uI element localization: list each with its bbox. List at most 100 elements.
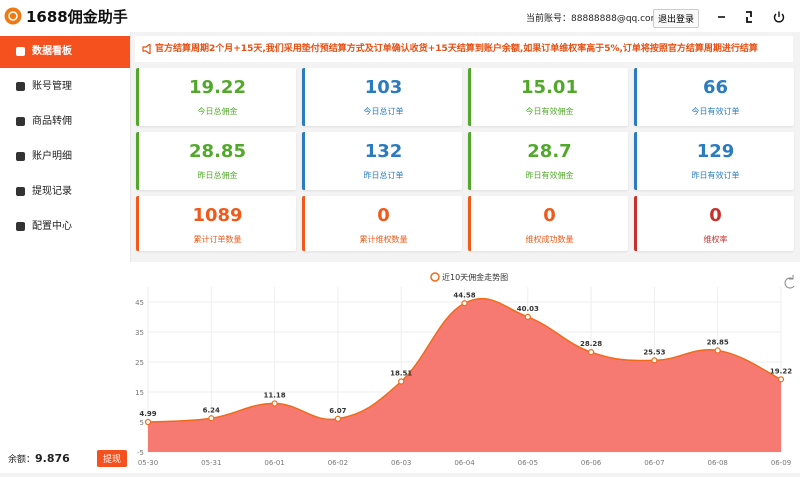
data-label: 28.85 — [707, 338, 729, 346]
point — [524, 313, 531, 321]
data-label: 40.03 — [517, 305, 539, 313]
stat-card: 0 维权率 — [634, 196, 794, 251]
menu-label: 商品转佣 — [32, 116, 72, 127]
y-tick-label: 35 — [135, 329, 144, 337]
stat-label: 昨日有效佣金 — [525, 171, 574, 180]
menu-item[interactable]: 账号管理 — [0, 71, 130, 103]
data-label: 6.07 — [329, 407, 346, 415]
withdraw-button[interactable]: 提现 — [97, 450, 128, 467]
stat-value: 132 — [364, 141, 403, 162]
stat-card: 28.7 昨日有效佣金 — [468, 132, 628, 190]
menu-icon — [16, 187, 25, 196]
point — [714, 347, 721, 354]
menu-item[interactable]: 数据看板 — [0, 36, 130, 68]
menu-icon — [16, 117, 25, 126]
stat-card: 28.85 昨日总佣金 — [136, 132, 296, 190]
x-tick-label: 06-06 — [581, 459, 602, 467]
x-tick-label: 06-04 — [454, 459, 475, 467]
menu-icon — [16, 222, 25, 231]
chart: -5 5 15 25 35 45 05-30 05-31 06-01 06-02 06-03 06-0… — [135, 272, 795, 467]
stat-card: 19.22 今日总佣金 — [136, 68, 296, 126]
stat-card: 129 昨日有效订单 — [634, 132, 794, 190]
menu-icon — [16, 152, 25, 161]
stat-value: 129 — [696, 141, 735, 162]
stat-card: 15.01 今日有效佣金 — [468, 68, 628, 126]
menu-label: 配置中心 — [32, 221, 72, 232]
y-tick-label: 5 — [140, 419, 144, 427]
legend-label: 近10天佣金走势图 — [442, 272, 508, 282]
chart-panel: -5 5 15 25 35 45 05-30 05-31 06-01 06-02 06-03 06-0… — [130, 262, 800, 473]
stat-label: 累计订单数量 — [193, 235, 242, 244]
menu-item[interactable]: 提现记录 — [0, 176, 130, 208]
point — [398, 378, 405, 385]
data-label: 44.58 — [453, 291, 475, 299]
balance-value: 9.876 — [35, 452, 70, 465]
point — [144, 418, 152, 426]
data-label: 11.18 — [264, 391, 286, 399]
point — [334, 415, 341, 422]
data-label: 6.24 — [203, 406, 220, 414]
y-tick-label: 15 — [135, 389, 144, 397]
point — [271, 400, 278, 407]
data-label: 19.22 — [770, 367, 792, 375]
stat-value: 66 — [702, 77, 729, 98]
stat-value: 0 — [377, 205, 390, 226]
menu-label: 账户明细 — [32, 151, 72, 162]
window-controls — [718, 11, 785, 23]
stat-value: 1089 — [192, 205, 243, 226]
data-label: 28.28 — [580, 340, 602, 348]
stat-card: 0 维权成功数量 — [468, 196, 628, 251]
y-tick-label: 45 — [135, 299, 144, 307]
data-label: 18.51 — [390, 369, 412, 377]
stat-label: 昨日总佣金 — [197, 171, 238, 180]
point — [461, 300, 468, 307]
stat-label: 维权率 — [703, 235, 728, 244]
stat-value: 103 — [364, 77, 403, 98]
x-tick-label: 06-05 — [518, 459, 538, 467]
account: 当前账号：88888888@qq.com — [526, 11, 659, 24]
stat-card: 0 累计维权数量 — [302, 196, 462, 251]
stat-label: 今日总佣金 — [197, 107, 238, 116]
menu-label: 数据看板 — [32, 46, 72, 57]
point — [208, 415, 215, 422]
logout-button[interactable]: 退出登录 — [653, 9, 700, 28]
stat-card: 103 今日总订单 — [302, 68, 462, 126]
stat-card: 66 今日有效订单 — [634, 68, 794, 126]
top-bar: 1688佣金助手 当前账号：88888888@qq.com 退出登录 — [0, 0, 800, 32]
stat-value: 28.85 — [189, 141, 246, 162]
stat-value: 0 — [709, 205, 722, 226]
point — [588, 349, 595, 356]
close[interactable] — [773, 11, 785, 23]
stat-label: 今日总订单 — [363, 107, 404, 116]
x-tick-label: 06-08 — [708, 459, 728, 467]
legend-icon — [430, 272, 440, 282]
notice-icon — [142, 44, 151, 54]
stat-value: 15.01 — [521, 77, 578, 98]
data-label: 25.53 — [643, 348, 665, 356]
balance-label: 余额： — [8, 455, 36, 465]
point — [651, 357, 658, 364]
data-label: 4.99 — [139, 410, 156, 418]
area — [148, 298, 781, 452]
menu-icon — [16, 82, 25, 91]
y-tick-label: -5 — [137, 449, 144, 457]
x-tick-label: 05-31 — [201, 459, 221, 467]
stat-label: 今日有效佣金 — [525, 107, 574, 116]
x-tick-label: 06-03 — [391, 459, 411, 467]
stat-label: 今日有效订单 — [691, 107, 740, 116]
x-tick-label: 06-02 — [328, 459, 348, 467]
y-tick-label: 25 — [135, 359, 144, 367]
menu-item[interactable]: 账户明细 — [0, 141, 130, 173]
menu-label: 提现记录 — [32, 186, 72, 197]
stat-label: 昨日总订单 — [363, 171, 404, 180]
stat-card: 1089 累计订单数量 — [136, 196, 296, 251]
menu-item[interactable]: 商品转佣 — [0, 106, 130, 138]
notice: 官方结算周期2个月+15天,我们采用垫付预结算方式及订单确认收货+15天结算到账… — [135, 36, 793, 62]
x-tick-label: 06-01 — [264, 459, 284, 467]
x-tick-label: 05-30 — [138, 459, 158, 467]
refresh-icon[interactable] — [784, 275, 795, 289]
stat-label: 累计维权数量 — [359, 235, 408, 244]
menu-item[interactable]: 配置中心 — [0, 211, 130, 243]
maximize[interactable] — [746, 11, 752, 23]
